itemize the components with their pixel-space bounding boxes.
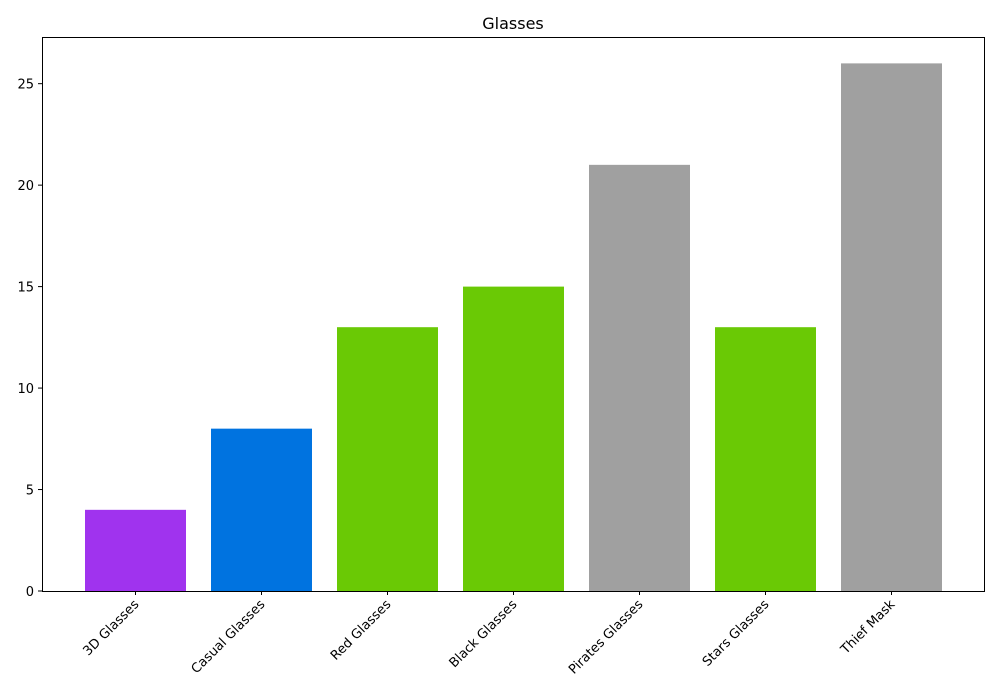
y-tick-label: 10: [17, 382, 34, 397]
bar-red-glasses: [337, 327, 438, 591]
bar-casual-glasses: [211, 428, 312, 591]
plot-area-frame: [42, 37, 985, 592]
y-axis: 0 5 10 15 20 25: [17, 78, 42, 600]
bars-group: [85, 63, 942, 591]
x-tick-label: Red Glasses: [328, 597, 394, 663]
y-tick-label: 5: [26, 484, 34, 499]
bar-thief-mask: [841, 63, 942, 591]
bar-stars-glasses: [715, 327, 816, 591]
y-tick-label: 0: [26, 585, 34, 600]
y-tick-label: 15: [17, 281, 34, 296]
x-tick-label: Pirates Glasses: [566, 597, 646, 677]
x-tick-label: 3D Glasses: [81, 597, 143, 659]
y-tick-label: 25: [17, 78, 34, 93]
x-tick-label: Stars Glasses: [700, 597, 773, 670]
x-tick-label: Thief Mask: [838, 597, 899, 658]
bar-3d-glasses: [85, 509, 186, 591]
x-tick-label: Black Glasses: [447, 597, 521, 671]
x-axis: 3D Glasses Casual Glasses Red Glasses Black…: [81, 591, 899, 677]
y-tick-label: 20: [17, 179, 34, 194]
bar-black-glasses: [463, 286, 564, 591]
bar-pirates-glasses: [589, 164, 690, 591]
x-tick-label: Casual Glasses: [189, 597, 269, 677]
chart-title: Glasses: [482, 14, 544, 33]
